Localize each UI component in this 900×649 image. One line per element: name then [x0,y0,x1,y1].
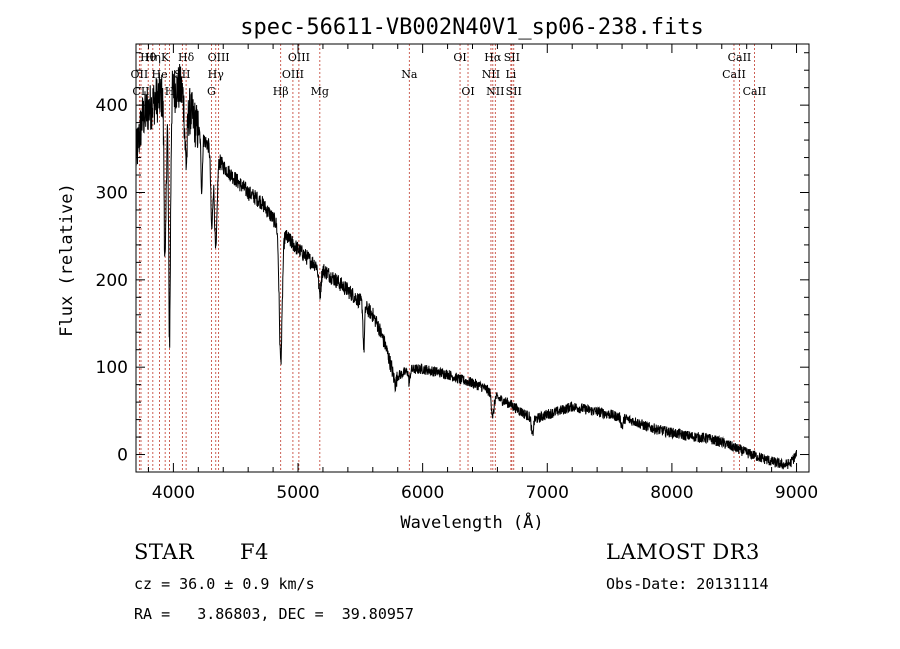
y-tick-label: 200 [96,271,128,291]
spectral-line-label: CaII [743,85,767,98]
spectral-line-label: SII [504,51,520,64]
survey-name: LAMOST DR3 [606,540,760,564]
x-tick-label: 9000 [775,483,818,503]
x-tick-label: 7000 [526,483,569,503]
spectral-line-label: OIII [288,51,310,64]
x-tick-label: 5000 [276,483,319,503]
spectral-line-label: Hγ [208,68,225,81]
spectral-line-label: Li [505,68,516,81]
spectral-line-label: NII [486,85,504,98]
spectral-line-label: Hη [145,51,161,64]
spectral-line-label: OI [461,85,474,98]
spectral-line-label: Na [401,68,418,81]
spectral-line-label: Mg [311,85,329,98]
spectral-line-label: OI [453,51,466,64]
y-tick-label: 300 [96,183,128,203]
spectral-line-label: Hδ [178,51,195,64]
spectral-line-label: SII [506,85,522,98]
spectral-line-label: H [165,85,175,98]
spectral-line-label: CaII [722,68,746,81]
y-axis-label: Flux (relative) [57,183,77,337]
x-axis-label: Wavelength (Å) [400,511,543,533]
x-tick-label: 8000 [650,483,693,503]
y-tick-label: 0 [117,446,128,466]
spectral-line-markers [138,44,755,472]
spectral-line-label: OII [131,68,149,81]
observation-date: Obs-Date: 20131114 [606,575,769,593]
spectral-line-label: G [207,85,216,98]
x-tick-label: 4000 [152,483,195,503]
y-axis-ticks: 0 100 200 300 400 [96,52,809,473]
spectral-line-label: K [161,51,170,64]
spectral-subclass: F4 [240,540,269,564]
chart-title: spec-56611-VB002N40V1_sp06-238.fits [240,15,704,40]
y-tick-label: 400 [96,96,128,116]
object-class: STAR [134,540,195,564]
x-axis-ticks: 4000 5000 6000 7000 8000 9000 [147,44,818,503]
redshift-velocity: cz = 36.0 ± 0.9 km/s [134,575,315,593]
spectral-line-label: Hα [484,51,502,64]
spectral-line-label: CaII [728,51,752,64]
y-tick-label: 100 [96,358,128,378]
coordinates: RA = 3.86803, DEC = 39.80957 [134,605,414,623]
spectral-line-label: Hθ [140,51,157,64]
spectral-line-label: OIII [208,51,230,64]
x-tick-label: 6000 [401,483,444,503]
spectral-line-label: Hβ [273,85,289,98]
spectrum-line [135,63,797,470]
spectral-line-label: OIII [282,68,304,81]
spectral-line-label: NII [482,68,500,81]
plot-frame [135,43,810,473]
